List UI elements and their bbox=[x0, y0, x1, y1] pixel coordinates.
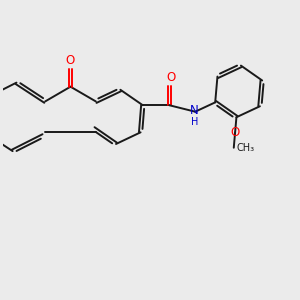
Text: CH₃: CH₃ bbox=[236, 143, 254, 153]
Text: N: N bbox=[190, 104, 199, 117]
Text: O: O bbox=[166, 71, 176, 84]
Text: O: O bbox=[66, 54, 75, 67]
Text: H: H bbox=[191, 117, 198, 127]
Text: O: O bbox=[230, 126, 240, 139]
